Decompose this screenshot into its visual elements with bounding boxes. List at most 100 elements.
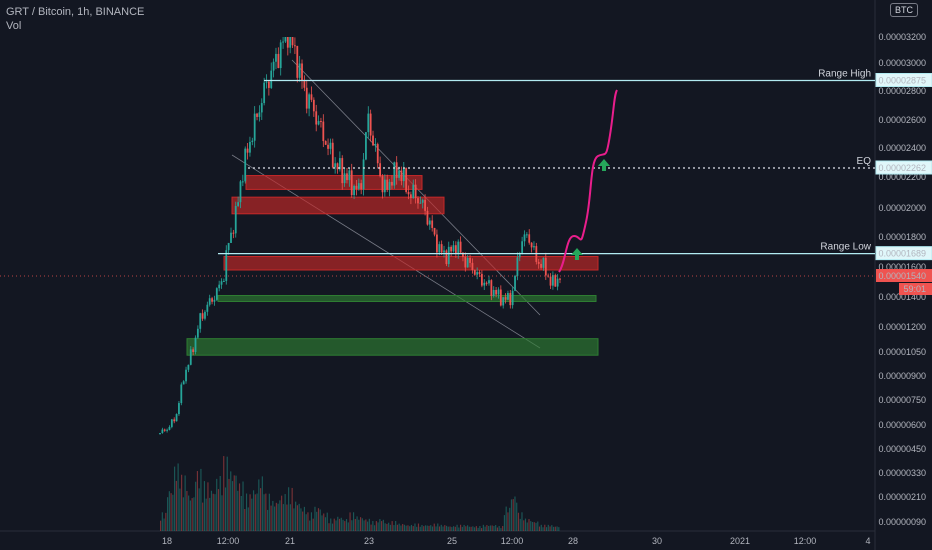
candle-body <box>223 280 225 282</box>
volume-bar <box>521 512 523 531</box>
candle-body <box>537 261 540 264</box>
volume-bar <box>267 509 269 531</box>
volume-bar <box>361 518 363 531</box>
candle-body <box>476 272 479 275</box>
x-tick-label: 23 <box>364 536 374 546</box>
volume-bar <box>324 517 327 531</box>
candle-body <box>350 170 353 196</box>
volume-bar <box>174 466 176 531</box>
volume-bar <box>233 475 235 531</box>
level-label: Range Low <box>820 242 871 253</box>
candle-body <box>407 191 410 195</box>
candle-body <box>445 250 448 265</box>
resistance-zone <box>245 175 423 190</box>
volume-bar <box>463 524 465 531</box>
candle-body <box>251 140 254 142</box>
x-tick-label: 12:00 <box>794 536 817 546</box>
volume-bar <box>545 527 548 531</box>
x-tick-label: 2021 <box>730 536 750 546</box>
volume-bar <box>295 501 297 531</box>
x-tick-label: 30 <box>652 536 662 546</box>
candle-body <box>556 278 559 287</box>
volume-bar <box>316 511 318 531</box>
volume-bar <box>281 495 283 531</box>
candle-body <box>331 142 334 168</box>
candle-body <box>159 433 161 434</box>
candle-body <box>554 275 557 287</box>
volume-bar <box>424 525 427 531</box>
volume-bar <box>444 525 446 531</box>
volume-bar <box>472 526 474 531</box>
candle-body <box>256 113 258 117</box>
y-tick-label: 0.00000330 <box>878 468 926 478</box>
volume-bar <box>526 522 528 531</box>
volume-bar <box>370 524 372 531</box>
volume-bar <box>230 471 232 531</box>
y-tick-label: 0.00001800 <box>878 232 926 242</box>
candle-body <box>400 170 403 182</box>
candle-body <box>504 297 507 300</box>
y-tick-label: 0.00002200 <box>878 172 926 182</box>
volume-bar <box>338 518 341 531</box>
volume-bar <box>289 504 291 531</box>
volume-bar <box>274 506 276 531</box>
volume-bar <box>330 518 332 531</box>
candle-body <box>336 163 339 170</box>
volume-bar <box>475 526 477 531</box>
volume-bar <box>510 499 513 531</box>
x-tick-label: 28 <box>568 536 578 546</box>
volume-bar <box>305 514 307 531</box>
volume-bar <box>470 526 472 531</box>
x-tick-label: 21 <box>285 536 295 546</box>
volume-bar <box>177 463 179 531</box>
volume-bar <box>245 493 248 531</box>
candle-body <box>279 42 282 69</box>
arrow-up-icon <box>571 248 583 260</box>
volume-bar <box>309 520 311 531</box>
volume-bar <box>249 494 251 531</box>
volume-bar <box>256 493 258 531</box>
candle-body <box>528 234 531 243</box>
candle-body <box>289 37 292 48</box>
volume-bar <box>430 525 432 531</box>
volume-bar <box>395 521 397 531</box>
candle-body <box>303 80 306 88</box>
candle-body <box>204 311 206 319</box>
candle-body <box>381 176 384 193</box>
candle-body <box>388 181 391 190</box>
candle-body <box>488 280 490 284</box>
candle-body <box>436 234 438 253</box>
candle-body <box>343 173 346 184</box>
volume-bar <box>356 516 358 531</box>
volume-bar <box>454 526 456 531</box>
candle-body <box>495 289 497 295</box>
candle-body <box>450 246 453 252</box>
candle-body <box>367 113 370 133</box>
volume-bar <box>451 527 453 531</box>
candle-body <box>232 232 235 234</box>
volume-bar <box>445 525 448 531</box>
currency-badge[interactable]: BTC <box>890 3 918 17</box>
volume-bar <box>417 523 420 531</box>
candle-body <box>457 241 460 255</box>
volume-bar <box>293 508 295 531</box>
volume-bar <box>352 512 355 531</box>
volume-bar <box>263 494 265 531</box>
candle-body <box>426 210 429 225</box>
volume-bar <box>265 493 267 531</box>
volume-bar <box>182 497 184 531</box>
volume-bar <box>205 498 207 531</box>
volume-bar <box>407 525 409 531</box>
volume-bar <box>342 519 344 531</box>
current-price-value: 0.00001540 <box>878 271 926 281</box>
volume-bar <box>388 522 390 531</box>
volume-bar <box>505 506 507 531</box>
volume-bar <box>242 481 244 531</box>
candle-body <box>533 246 535 248</box>
volume-bar <box>493 526 495 531</box>
volume-bar <box>416 526 418 531</box>
x-tick-label: 12:00 <box>501 536 524 546</box>
candle-body <box>466 257 469 268</box>
candle-body <box>362 159 365 190</box>
